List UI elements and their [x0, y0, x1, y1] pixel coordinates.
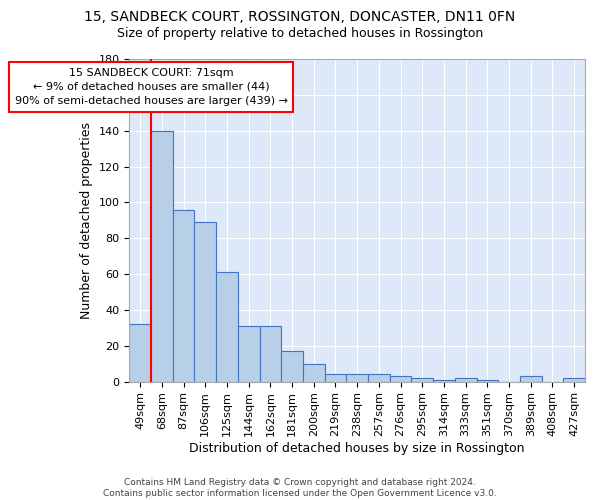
Bar: [281, 351, 303, 382]
Text: Contains HM Land Registry data © Crown copyright and database right 2024.
Contai: Contains HM Land Registry data © Crown c…: [103, 478, 497, 498]
Bar: [368, 374, 390, 382]
Y-axis label: Number of detached properties: Number of detached properties: [80, 122, 93, 319]
Bar: [346, 374, 368, 382]
Bar: [303, 364, 325, 382]
Bar: [476, 380, 498, 382]
Text: 15, SANDBECK COURT, ROSSINGTON, DONCASTER, DN11 0FN: 15, SANDBECK COURT, ROSSINGTON, DONCASTE…: [85, 10, 515, 24]
Bar: [260, 326, 281, 382]
Bar: [390, 376, 412, 382]
Bar: [520, 376, 542, 382]
Bar: [325, 374, 346, 382]
Bar: [455, 378, 476, 382]
Bar: [173, 210, 194, 382]
Bar: [238, 326, 260, 382]
Text: 15 SANDBECK COURT: 71sqm
← 9% of detached houses are smaller (44)
90% of semi-de: 15 SANDBECK COURT: 71sqm ← 9% of detache…: [14, 68, 287, 106]
Bar: [412, 378, 433, 382]
Bar: [130, 324, 151, 382]
Bar: [194, 222, 216, 382]
Bar: [216, 272, 238, 382]
Bar: [563, 378, 585, 382]
Bar: [433, 380, 455, 382]
X-axis label: Distribution of detached houses by size in Rossington: Distribution of detached houses by size …: [190, 442, 525, 455]
Bar: [151, 130, 173, 382]
Text: Size of property relative to detached houses in Rossington: Size of property relative to detached ho…: [117, 28, 483, 40]
